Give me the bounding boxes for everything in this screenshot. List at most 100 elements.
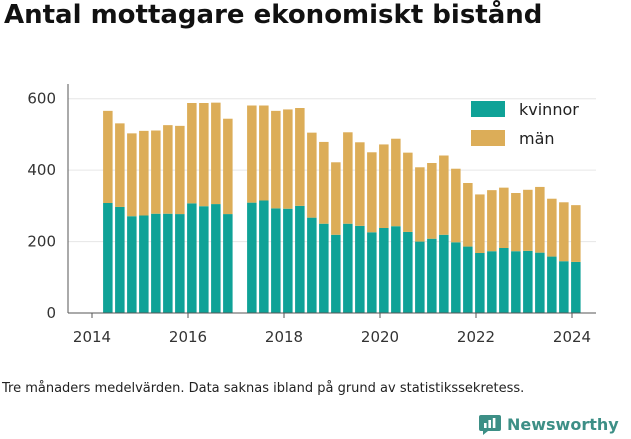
bar-kvinnor — [103, 203, 113, 313]
bar-man — [211, 102, 221, 205]
bar-man — [295, 108, 305, 206]
x-tick-label: 2016 — [169, 328, 207, 346]
bar-man — [331, 162, 341, 235]
y-tick-label: 0 — [46, 304, 56, 322]
bar-kvinnor — [139, 215, 149, 313]
bar-kvinnor — [367, 232, 377, 313]
bar-man — [163, 125, 173, 214]
bar-kvinnor — [523, 250, 533, 313]
bar-kvinnor — [475, 253, 485, 313]
bar-kvinnor — [151, 213, 161, 313]
brand-logo[interactable]: Newsworthy — [478, 410, 619, 438]
legend-swatch-man — [471, 130, 505, 146]
bar-man — [199, 103, 209, 207]
x-tick-label: 2020 — [361, 328, 399, 346]
bar-man — [127, 133, 137, 217]
bar-kvinnor — [571, 261, 581, 313]
chart-title: Antal mottagare ekonomiskt bistånd — [4, 0, 543, 30]
bar-man — [223, 118, 233, 215]
bar-kvinnor — [163, 213, 173, 313]
bar-man — [523, 189, 533, 251]
bar-kvinnor — [343, 223, 353, 313]
bar-man — [439, 155, 449, 235]
legend-swatch-kvinnor — [471, 101, 505, 117]
bar-kvinnor — [355, 225, 365, 313]
y-tick-label: 600 — [27, 90, 56, 108]
bar-kvinnor — [115, 206, 125, 313]
bar-man — [271, 110, 281, 209]
legend: kvinnor män — [471, 100, 579, 148]
bar-kvinnor — [307, 217, 317, 313]
bar-kvinnor — [271, 208, 281, 313]
bar-kvinnor — [199, 206, 209, 313]
bar-kvinnor — [175, 214, 185, 313]
bar-kvinnor — [187, 203, 197, 313]
bar-man — [391, 138, 401, 227]
bar-man — [511, 193, 521, 252]
bar-man — [379, 144, 389, 228]
bars — [103, 102, 581, 313]
newsworthy-logo-icon — [479, 415, 501, 435]
bar-kvinnor — [535, 252, 545, 313]
legend-label: kvinnor — [519, 100, 579, 119]
bar-kvinnor — [559, 261, 569, 313]
axes: 0 200 400 600 2014 2016 2018 2020 2022 2024 — [27, 84, 596, 346]
bar-man — [115, 123, 125, 207]
bar-man — [571, 205, 581, 262]
bar-kvinnor — [331, 234, 341, 313]
x-tick-label: 2014 — [73, 328, 111, 346]
bar-man — [463, 183, 473, 247]
bar-man — [151, 130, 161, 214]
bar-man — [187, 103, 197, 204]
bar-man — [259, 105, 269, 201]
x-tick-label: 2024 — [553, 328, 591, 346]
bar-kvinnor — [547, 256, 557, 313]
bar-man — [367, 152, 377, 233]
bar-man — [475, 194, 485, 253]
bar-man — [547, 198, 557, 257]
bar-man — [487, 190, 497, 252]
bar-kvinnor — [487, 251, 497, 313]
bar-kvinnor — [511, 251, 521, 313]
bar-kvinnor — [415, 241, 425, 313]
x-tick-label: 2018 — [265, 328, 303, 346]
bar-man — [247, 105, 257, 203]
bar-man — [403, 152, 413, 232]
bar-man — [499, 187, 509, 248]
bar-kvinnor — [463, 246, 473, 313]
footnote: Tre månaders medelvärden. Data saknas ib… — [2, 381, 525, 396]
bar-kvinnor — [439, 234, 449, 313]
bar-kvinnor — [319, 223, 329, 313]
x-tick-label: 2022 — [457, 328, 495, 346]
bar-man — [451, 168, 461, 243]
legend-label: män — [519, 129, 555, 148]
brand-name: Newsworthy — [507, 414, 619, 434]
bar-kvinnor — [295, 205, 305, 313]
bar-man — [355, 142, 365, 226]
bar-man — [559, 202, 569, 262]
bar-kvinnor — [403, 231, 413, 313]
bar-kvinnor — [259, 200, 269, 313]
bar-kvinnor — [427, 238, 437, 313]
y-tick-label: 200 — [27, 233, 56, 251]
bar-kvinnor — [451, 242, 461, 313]
bar-man — [139, 130, 149, 216]
bar-man — [535, 186, 545, 253]
bar-kvinnor — [211, 204, 221, 313]
bar-man — [103, 110, 113, 203]
bar-kvinnor — [127, 216, 137, 313]
bar-kvinnor — [499, 248, 509, 313]
bar-man — [427, 163, 437, 239]
bar-man — [343, 132, 353, 224]
bar-kvinnor — [391, 226, 401, 313]
bar-kvinnor — [223, 214, 233, 313]
bar-man — [415, 167, 425, 242]
bar-man — [307, 132, 317, 218]
bar-man — [283, 109, 293, 209]
bar-kvinnor — [283, 208, 293, 313]
bar-man — [319, 141, 329, 224]
bar-kvinnor — [379, 228, 389, 313]
bar-kvinnor — [247, 202, 257, 313]
y-tick-label: 400 — [27, 161, 56, 179]
